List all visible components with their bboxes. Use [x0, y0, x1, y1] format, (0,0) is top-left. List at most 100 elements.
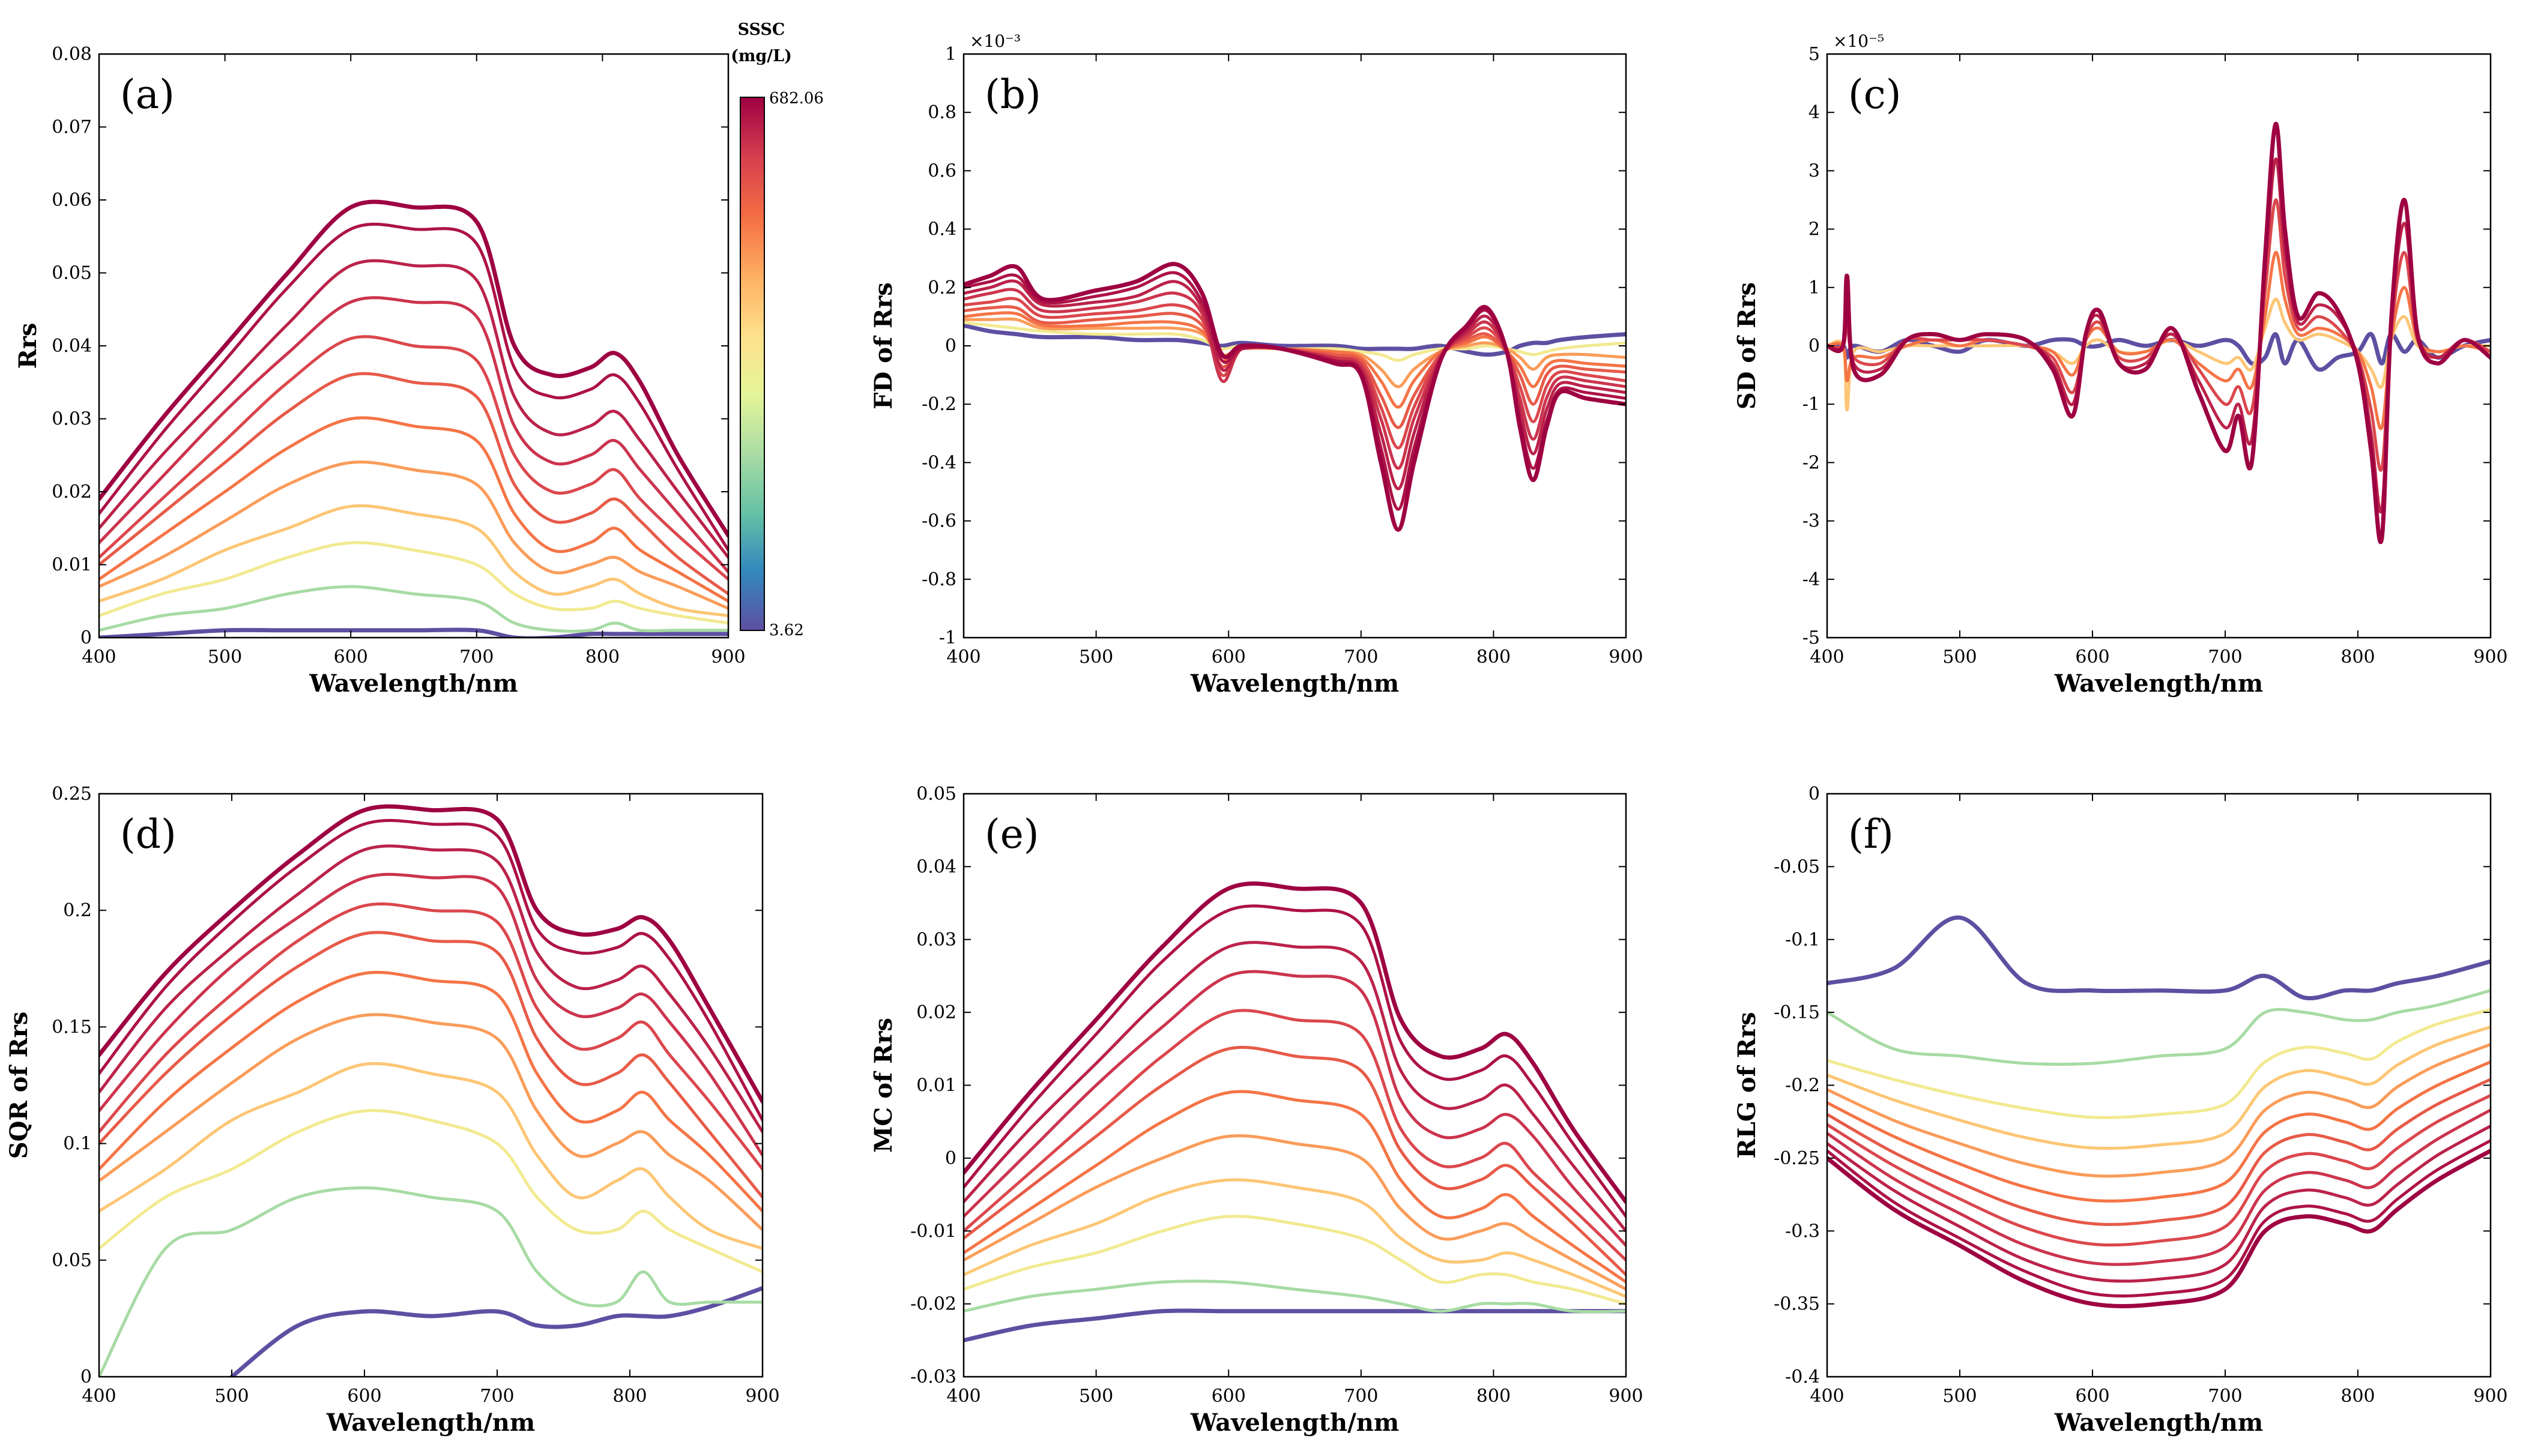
series-line-d-3_62 — [229, 1285, 763, 1377]
y-tick-label: 0.03 — [52, 409, 92, 430]
x-tick-label: 800 — [2340, 647, 2375, 668]
series-line-f-580 — [1827, 1139, 2491, 1297]
series-line-e-90 — [964, 1178, 1626, 1298]
y-tick-label: -0.4 — [922, 452, 956, 473]
series-line-b-580 — [964, 271, 1626, 511]
panel-b: 400 500 600 700 800 900 -1 -0.8 -0.6 -0.4 -0.2 0 0.2… — [869, 31, 1643, 698]
x-tick-label: 400 — [946, 647, 980, 668]
y-tick-label: -0.15 — [1774, 1002, 1820, 1023]
series-group-d — [99, 804, 763, 1377]
series-group-a — [99, 199, 728, 638]
series-line-d-50 — [99, 1109, 763, 1273]
series-line-e-420 — [964, 970, 1626, 1247]
y-tick-label: -0.4 — [1785, 1367, 1820, 1388]
panel-d: 400 500 600 700 800 900 0 0.05 0.1 0.15 0.2 0.25 Wav… — [5, 784, 780, 1437]
x-tick-label: 600 — [2075, 1386, 2109, 1407]
x-tick-label: 400 — [82, 647, 116, 668]
y-tick-label: -2 — [1802, 452, 1820, 473]
y-tick-label: -0.2 — [1785, 1075, 1820, 1096]
y-tick-label: 0.2 — [928, 277, 956, 298]
series-line-e-50 — [964, 1215, 1626, 1306]
panel-e: 400 500 600 700 800 900 -0.03 -0.02 -0.01 0 0.01 0.… — [869, 784, 1643, 1437]
y-axis-label: FD of Rrs — [869, 282, 898, 409]
series-line-a-20 — [99, 585, 728, 633]
y-tick-label: -1 — [1802, 394, 1820, 415]
y-tick-label: 0 — [1808, 784, 1820, 805]
series-line-d-270 — [99, 931, 763, 1199]
series-line-a-50 — [99, 541, 728, 625]
series-line-d-20 — [99, 1186, 763, 1377]
series-line-e-20 — [964, 1279, 1626, 1314]
y-tick-label: -0.2 — [922, 394, 956, 415]
series-line-b-500 — [964, 279, 1626, 491]
y-tick-label: 0 — [945, 1148, 956, 1169]
series-line-a-270 — [99, 372, 728, 596]
y-tick-label: 0.02 — [52, 482, 92, 503]
series-line-f-420 — [1827, 1108, 2491, 1266]
y-axis-exponent: ×10⁻³ — [970, 31, 1021, 51]
y-axis-label: RLG of Rrs — [1733, 1012, 1761, 1158]
x-tick-label: 600 — [1212, 647, 1246, 668]
y-tick-label: 1 — [1808, 277, 1820, 298]
y-tick-label: -0.1 — [1785, 929, 1820, 950]
x-tick-label: 700 — [480, 1386, 514, 1407]
series-line-f-50 — [1827, 1007, 2491, 1119]
x-axis-label: Wavelength/nm — [2054, 1409, 2263, 1437]
series-line-d-500 — [99, 844, 763, 1134]
series-group-f — [1827, 915, 2491, 1308]
series-line-d-682_06 — [99, 804, 763, 1104]
panel-label: (f) — [1848, 811, 1894, 857]
x-tick-label: 900 — [711, 647, 745, 668]
x-tick-label: 500 — [1079, 647, 1113, 668]
series-line-f-500 — [1827, 1125, 2491, 1283]
series-line-e-500 — [964, 941, 1626, 1233]
x-axis-label: Wavelength/nm — [1190, 669, 1399, 698]
y-tick-label: 3 — [1808, 160, 1820, 181]
y-tick-label: 4 — [1808, 102, 1820, 123]
x-tick-label: 500 — [1079, 1386, 1113, 1407]
x-tick-label: 700 — [2208, 647, 2242, 668]
y-tick-label: -3 — [1802, 511, 1820, 532]
series-line-d-90 — [99, 1062, 763, 1250]
y-tick-label: 0 — [1808, 336, 1820, 357]
y-tick-label: 0.06 — [52, 190, 92, 211]
series-line-e-682_06 — [964, 881, 1626, 1204]
y-tick-label: 0.05 — [52, 1250, 92, 1271]
x-axis-label: Wavelength/nm — [309, 669, 518, 698]
series-line-a-340 — [99, 335, 728, 581]
series-line-a-3_62 — [99, 627, 728, 638]
series-line-c-682_06 — [1827, 122, 2491, 545]
y-tick-label: 0.01 — [916, 1075, 956, 1096]
series-line-f-340 — [1827, 1094, 2491, 1247]
y-tick-label: 0.04 — [916, 856, 956, 877]
y-tick-label: -0.25 — [1774, 1148, 1820, 1169]
y-tick-label: 0.1 — [63, 1134, 92, 1155]
y-tick-label: -1 — [939, 627, 956, 648]
plot-frame-f — [1826, 793, 2492, 1378]
panel-a: 400 500 600 700 800 900 0 0.01 0.02 0.03 0.04 0.05 0… — [14, 44, 746, 698]
series-line-e-580 — [964, 904, 1626, 1218]
y-axis-label: Rrs — [14, 323, 42, 369]
colorbar-title: SSSC — [738, 20, 785, 39]
series-line-e-200 — [964, 1090, 1626, 1284]
y-tick-label: 0.05 — [916, 784, 956, 805]
x-tick-label: 700 — [1344, 1386, 1378, 1407]
colorbar-gradient — [740, 97, 765, 631]
series-line-a-140 — [99, 461, 728, 610]
x-tick-label: 800 — [585, 647, 620, 668]
colorbar: SSSC (mg/L) 682.06 3.62 — [731, 20, 824, 639]
x-tick-label: 900 — [1609, 1386, 1643, 1407]
x-tick-label: 500 — [1942, 647, 1977, 668]
x-tick-label: 800 — [1476, 647, 1511, 668]
y-tick-label: -0.6 — [922, 511, 956, 532]
y-axis-exponent: ×10⁻⁵ — [1833, 31, 1884, 51]
plot-frame-d — [98, 793, 764, 1378]
y-tick-label: 0.04 — [52, 336, 92, 357]
y-tick-label: 0.6 — [928, 160, 956, 181]
series-line-a-420 — [99, 296, 728, 574]
series-line-f-90 — [1827, 1025, 2491, 1150]
y-tick-label: -0.8 — [922, 569, 956, 590]
y-tick-label: -0.05 — [1774, 856, 1820, 877]
panel-label: (a) — [120, 71, 175, 118]
series-line-e-3_62 — [964, 1308, 1626, 1343]
